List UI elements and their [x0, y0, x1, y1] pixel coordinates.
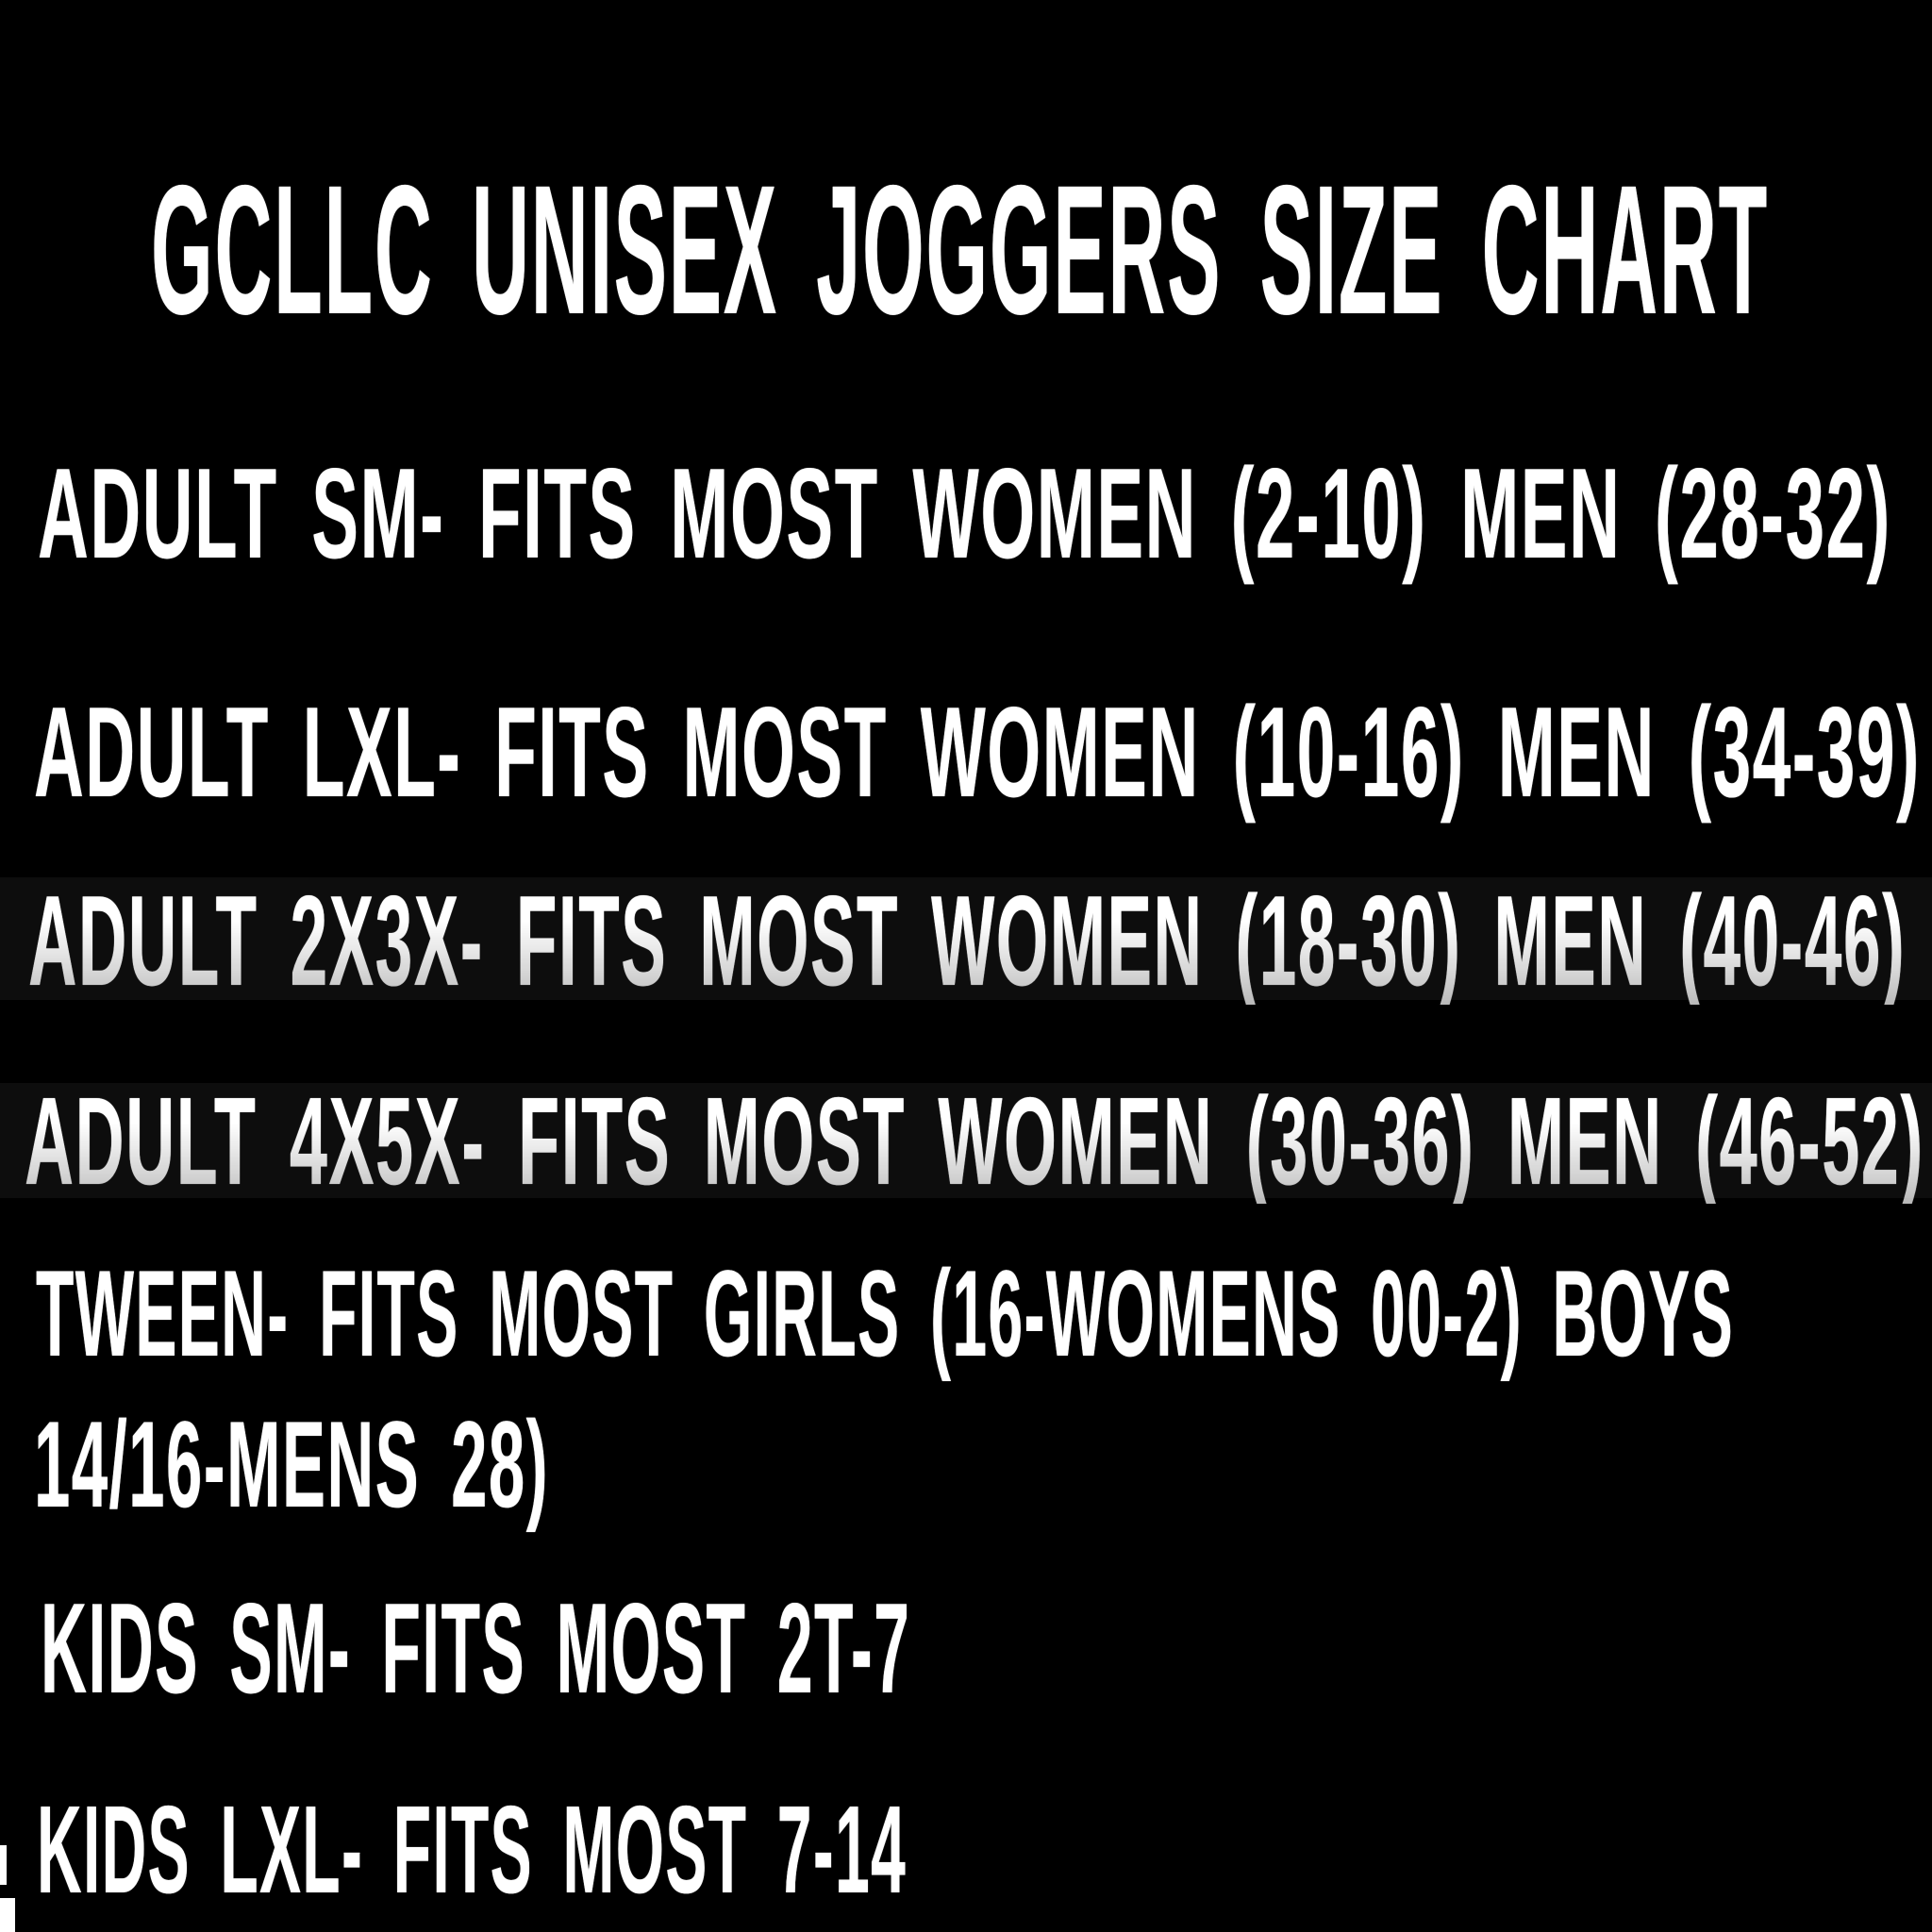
page-title: GCLLC UNISEX JOGGERS SIZE CHART [151, 147, 1769, 353]
size-row-tween-line-1: TWEEN- FITS MOST GIRLS (16-WOMENS 00-2) … [36, 1244, 1735, 1382]
size-row-kids-lxl: KIDS LXL- FITS MOST 7-14 [37, 1780, 908, 1919]
size-row-adult-sm: ADULT SM- FITS MOST WOMEN (2-10) MEN (28… [38, 441, 1891, 585]
size-row-tween-line-2: 14/16-MENS 28) [34, 1395, 550, 1533]
scan-artifact [0, 1898, 15, 1932]
size-row-adult-lxl: ADULT LXL- FITS MOST WOMEN (10-16) MEN (… [34, 680, 1921, 824]
size-row-adult-4x5x: ADULT 4X5X- FITS MOST WOMEN (30-36) MEN … [25, 1072, 1924, 1210]
size-row-kids-sm: KIDS SM- FITS MOST 2T-7 [41, 1576, 911, 1720]
size-row-adult-2x3x: ADULT 2X3X- FITS MOST WOMEN (18-30) MEN … [28, 869, 1907, 1012]
scan-artifact [0, 1845, 7, 1885]
